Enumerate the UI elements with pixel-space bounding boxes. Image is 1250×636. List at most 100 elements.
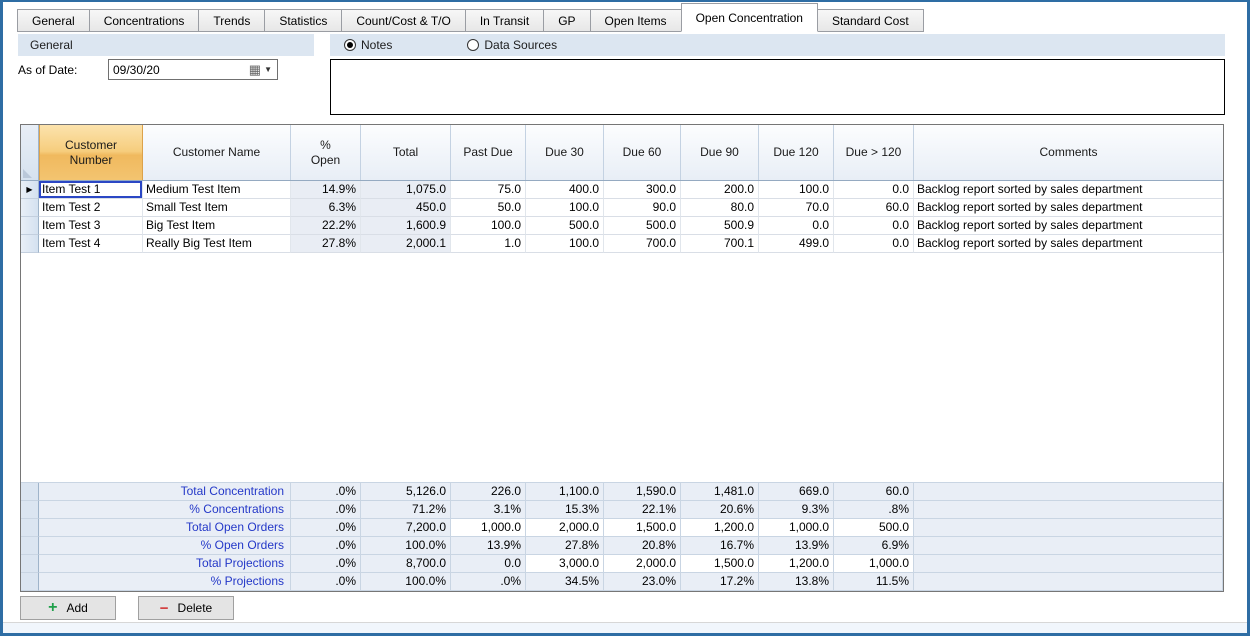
grid-cell[interactable]: 6.3%: [291, 199, 361, 217]
grid-cell[interactable]: 14.9%: [291, 181, 361, 199]
grid-cell[interactable]: 499.0: [759, 235, 834, 253]
tab-gp[interactable]: GP: [543, 9, 591, 32]
summary-cell[interactable]: 100.0%: [361, 573, 451, 591]
grid-cell[interactable]: 75.0: [451, 181, 526, 199]
summary-cell[interactable]: 2,000.0: [604, 555, 681, 573]
grid-cell[interactable]: Backlog report sorted by sales departmen…: [914, 199, 1223, 217]
tab-concentrations[interactable]: Concentrations: [88, 9, 200, 32]
summary-cell[interactable]: .0%: [291, 537, 361, 555]
grid-cell[interactable]: 700.1: [681, 235, 759, 253]
summary-cell[interactable]: 1,500.0: [681, 555, 759, 573]
summary-cell[interactable]: 500.0: [834, 519, 914, 537]
grid-cell[interactable]: 100.0: [759, 181, 834, 199]
summary-cell[interactable]: 17.2%: [681, 573, 759, 591]
summary-label[interactable]: % Projections: [39, 573, 291, 591]
summary-cell[interactable]: 9.3%: [759, 501, 834, 519]
row-selector[interactable]: [21, 573, 39, 591]
summary-cell[interactable]: 1,000.0: [834, 555, 914, 573]
grid-cell[interactable]: 700.0: [604, 235, 681, 253]
summary-cell[interactable]: .0%: [291, 501, 361, 519]
grid-cell[interactable]: Item Test 3: [39, 217, 143, 235]
summary-cell[interactable]: 5,126.0: [361, 483, 451, 501]
summary-cell[interactable]: 27.8%: [526, 537, 604, 555]
grid-cell[interactable]: Really Big Test Item: [143, 235, 291, 253]
grid-cell[interactable]: 1.0: [451, 235, 526, 253]
notes-textarea[interactable]: [330, 59, 1225, 115]
summary-cell[interactable]: 1,100.0: [526, 483, 604, 501]
date-dropdown-arrow-icon[interactable]: ▼: [264, 65, 272, 74]
summary-cell[interactable]: 16.7%: [681, 537, 759, 555]
row-selector[interactable]: ▶: [21, 181, 39, 199]
tab-general[interactable]: General: [17, 9, 90, 32]
grid-cell[interactable]: Item Test 4: [39, 235, 143, 253]
summary-cell[interactable]: 7,200.0: [361, 519, 451, 537]
summary-cell[interactable]: 13.9%: [759, 537, 834, 555]
summary-cell[interactable]: 669.0: [759, 483, 834, 501]
grid-cell[interactable]: Backlog report sorted by sales departmen…: [914, 181, 1223, 199]
column-header-percent-open[interactable]: % Open: [291, 125, 361, 180]
tab-statistics[interactable]: Statistics: [264, 9, 343, 32]
grid-cell[interactable]: 450.0: [361, 199, 451, 217]
column-header-comments[interactable]: Comments: [914, 125, 1223, 180]
grid-cell[interactable]: 100.0: [451, 217, 526, 235]
tab-open-items[interactable]: Open Items: [589, 9, 682, 32]
summary-cell[interactable]: 20.6%: [681, 501, 759, 519]
summary-label[interactable]: Total Projections: [39, 555, 291, 573]
grid-cell[interactable]: 50.0: [451, 199, 526, 217]
summary-cell[interactable]: 20.8%: [604, 537, 681, 555]
grid-cell[interactable]: 100.0: [526, 199, 604, 217]
summary-label[interactable]: % Concentrations: [39, 501, 291, 519]
summary-cell[interactable]: .0%: [291, 483, 361, 501]
summary-cell[interactable]: 71.2%: [361, 501, 451, 519]
column-header-due-120[interactable]: Due 120: [759, 125, 834, 180]
grid-cell[interactable]: 60.0: [834, 199, 914, 217]
column-header-due-60[interactable]: Due 60: [604, 125, 681, 180]
grid-cell[interactable]: 0.0: [759, 217, 834, 235]
row-selector[interactable]: [21, 483, 39, 501]
radio-data-sources[interactable]: Data Sources: [467, 38, 557, 52]
row-selector[interactable]: [21, 501, 39, 519]
grid-cell[interactable]: 200.0: [681, 181, 759, 199]
row-selector[interactable]: [21, 235, 39, 253]
grid-cell[interactable]: Backlog report sorted by sales departmen…: [914, 217, 1223, 235]
grid-cell[interactable]: 1,600.9: [361, 217, 451, 235]
column-header-due-90[interactable]: Due 90: [681, 125, 759, 180]
row-selector[interactable]: [21, 217, 39, 235]
grid-cell[interactable]: 300.0: [604, 181, 681, 199]
row-selector[interactable]: [21, 199, 39, 217]
summary-cell[interactable]: 23.0%: [604, 573, 681, 591]
summary-cell[interactable]: 60.0: [834, 483, 914, 501]
summary-cell[interactable]: 100.0%: [361, 537, 451, 555]
summary-cell[interactable]: 1,590.0: [604, 483, 681, 501]
summary-cell[interactable]: 13.8%: [759, 573, 834, 591]
summary-cell[interactable]: .8%: [834, 501, 914, 519]
tab-standard-cost[interactable]: Standard Cost: [816, 9, 924, 32]
tab-trends[interactable]: Trends: [198, 9, 266, 32]
summary-cell[interactable]: 34.5%: [526, 573, 604, 591]
summary-cell[interactable]: 22.1%: [604, 501, 681, 519]
summary-cell[interactable]: 0.0: [451, 555, 526, 573]
grid-cell[interactable]: Item Test 2: [39, 199, 143, 217]
add-button[interactable]: + Add: [20, 596, 116, 620]
grid-cell[interactable]: Item Test 1: [39, 181, 143, 199]
summary-cell[interactable]: 3,000.0: [526, 555, 604, 573]
grid-cell[interactable]: 1,075.0: [361, 181, 451, 199]
grid-cell[interactable]: 0.0: [834, 235, 914, 253]
summary-label[interactable]: Total Open Orders: [39, 519, 291, 537]
grid-cell[interactable]: 90.0: [604, 199, 681, 217]
delete-button[interactable]: − Delete: [138, 596, 234, 620]
grid-cell[interactable]: 70.0: [759, 199, 834, 217]
grid-cell[interactable]: 500.0: [526, 217, 604, 235]
grid-cell[interactable]: Small Test Item: [143, 199, 291, 217]
calendar-icon[interactable]: ▦: [248, 62, 262, 77]
tab-in-transit[interactable]: In Transit: [464, 9, 545, 32]
grid-cell[interactable]: Medium Test Item: [143, 181, 291, 199]
grid-cell[interactable]: 80.0: [681, 199, 759, 217]
grid-cell[interactable]: 500.0: [604, 217, 681, 235]
select-all-corner[interactable]: [21, 125, 39, 180]
summary-cell[interactable]: 1,000.0: [759, 519, 834, 537]
grid-cell[interactable]: 2,000.1: [361, 235, 451, 253]
grid-cell[interactable]: 0.0: [834, 217, 914, 235]
grid-cell[interactable]: Backlog report sorted by sales departmen…: [914, 235, 1223, 253]
summary-cell[interactable]: .0%: [291, 573, 361, 591]
